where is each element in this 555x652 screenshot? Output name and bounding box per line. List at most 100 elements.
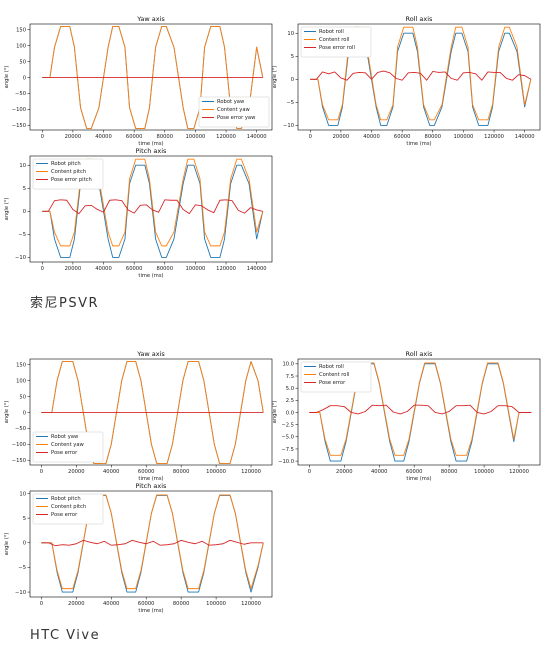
y-tick-label: −10.0 — [278, 459, 294, 465]
y-axis-label: angle (°) — [4, 401, 10, 424]
series-line-pose-error — [41, 539, 264, 547]
y-tick-label: 150 — [16, 363, 26, 369]
psvr-pitch-chart: Pitch axis 0 20000 40000 60000 80000 100000 120… — [0, 144, 282, 284]
y-tick-label: −150 — [12, 458, 26, 464]
legend-label: Pose error — [51, 450, 78, 456]
legend-label: Robot roll — [319, 364, 344, 370]
legend-label: Robot roll — [319, 29, 344, 35]
y-axis-label: angle (°) — [4, 198, 10, 221]
x-tick-label: 40000 — [95, 266, 112, 272]
y-tick-label: 100 — [16, 43, 26, 49]
x-tick-label: 0 — [309, 134, 312, 140]
legend: Robot pitch Content pitch Pose error — [32, 493, 104, 525]
y-tick-label: −100 — [12, 107, 26, 113]
x-tick-label: 120000 — [241, 601, 261, 607]
chart-svg: Roll axis 0 20000 40000 60000 80000 100000 1200… — [272, 350, 541, 482]
x-tick-label: 120000 — [216, 134, 236, 140]
x-tick-label: 100000 — [186, 134, 206, 140]
x-tick-label: 0 — [40, 601, 43, 607]
y-tick-label: 5 — [23, 186, 26, 192]
y-axis-label: angle (°) — [272, 401, 278, 424]
plot-frame — [29, 358, 273, 466]
x-tick-label: 20000 — [65, 134, 82, 140]
y-tick-label: −150 — [12, 123, 26, 129]
y-tick-label: 5 — [291, 54, 294, 60]
series-line-content-yaw — [41, 361, 264, 464]
y-tick-label: 10.0 — [282, 362, 294, 368]
y-tick-label: 2.5 — [286, 398, 294, 404]
chart-title: Roll axis — [406, 15, 434, 23]
x-tick-label: 60000 — [138, 601, 155, 607]
x-tick-label: 100000 — [474, 469, 494, 475]
x-tick-label: 40000 — [103, 469, 120, 475]
series-line-pose-error-pitch — [42, 199, 263, 215]
x-tick-label: 80000 — [441, 469, 458, 475]
legend-label: Pose error — [51, 512, 78, 518]
y-tick-label: −7.5 — [281, 447, 294, 453]
x-tick-label: 80000 — [173, 469, 190, 475]
y-tick-label: 0.0 — [286, 410, 294, 416]
x-tick-label: 60000 — [126, 134, 143, 140]
series-line-robot-pitch — [42, 164, 264, 258]
y-axis-label: angle (°) — [272, 66, 278, 89]
y-tick-label: 5.0 — [286, 386, 294, 392]
legend: Robot yaw Content yaw Pose error — [32, 431, 104, 463]
legend-label: Robot pitch — [51, 496, 81, 502]
legend-label: Content roll — [319, 372, 349, 378]
plot-frame — [29, 23, 273, 131]
y-tick-label: 0 — [23, 75, 26, 81]
legend-label: Robot yaw — [51, 434, 79, 440]
x-tick-label: 40000 — [363, 134, 380, 140]
legend-box — [32, 493, 104, 525]
x-tick-label: 0 — [308, 469, 311, 475]
series-line-content-pitch — [41, 494, 264, 590]
chart-svg: Roll axis 0 20000 40000 60000 80000 100000 1200… — [272, 15, 541, 147]
legend-box — [198, 96, 270, 128]
y-tick-label: −5 — [18, 565, 26, 571]
legend: Robot roll Content roll Pose error roll — [300, 26, 372, 58]
plot-frame — [29, 155, 273, 263]
y-tick-label: 0 — [291, 77, 294, 83]
x-tick-label: 100000 — [186, 266, 206, 272]
plot-frame — [29, 490, 273, 598]
psvr-yaw-chart: Yaw axis 0 20000 40000 60000 80000 100000 12000… — [0, 12, 282, 152]
legend: Robot pitch Content pitch Pose error pitch — [32, 158, 104, 190]
y-tick-label: 50 — [19, 394, 26, 400]
chart-svg: Pitch axis 0 20000 40000 60000 80000 100000 120… — [4, 482, 273, 614]
section-label-vive: HTC Vive — [30, 628, 101, 643]
x-tick-label: 20000 — [65, 266, 82, 272]
y-tick-label: 7.5 — [286, 374, 294, 380]
x-axis-label: time (ms) — [406, 141, 431, 147]
x-tick-label: 40000 — [371, 469, 388, 475]
y-tick-label: −50 — [15, 91, 26, 97]
y-tick-label: −2.5 — [281, 422, 294, 428]
y-tick-label: −50 — [15, 426, 26, 432]
x-tick-label: 20000 — [333, 134, 350, 140]
x-tick-label: 40000 — [103, 601, 120, 607]
x-axis-label: time (ms) — [138, 608, 163, 614]
x-axis-label: time (ms) — [138, 273, 163, 279]
series-line-pose-error-roll — [310, 70, 532, 81]
y-tick-label: −100 — [12, 442, 26, 448]
y-tick-label: 0 — [23, 410, 26, 416]
x-tick-label: 100000 — [454, 134, 474, 140]
x-tick-label: 120000 — [216, 266, 236, 272]
chart-title: Pitch axis — [136, 482, 168, 490]
y-axis-label: angle (°) — [4, 66, 10, 89]
legend: Robot roll Content roll Pose error — [300, 361, 372, 393]
x-tick-label: 20000 — [68, 601, 85, 607]
x-tick-label: 80000 — [173, 601, 190, 607]
y-tick-label: 150 — [16, 28, 26, 34]
y-tick-label: 10 — [287, 31, 294, 37]
x-tick-label: 0 — [41, 134, 44, 140]
y-tick-label: −10 — [283, 123, 294, 129]
legend-label: Pose error roll — [319, 45, 355, 51]
x-tick-label: 100000 — [206, 601, 226, 607]
x-axis-label: time (ms) — [406, 476, 431, 482]
legend-label: Pose error pitch — [51, 177, 92, 183]
legend-label: Content pitch — [51, 169, 86, 175]
x-tick-label: 120000 — [509, 469, 529, 475]
legend-label: Content pitch — [51, 504, 86, 510]
vive-pitch-chart: Pitch axis 0 20000 40000 60000 80000 100000 120… — [0, 479, 282, 619]
chart-title: Yaw axis — [136, 350, 165, 358]
